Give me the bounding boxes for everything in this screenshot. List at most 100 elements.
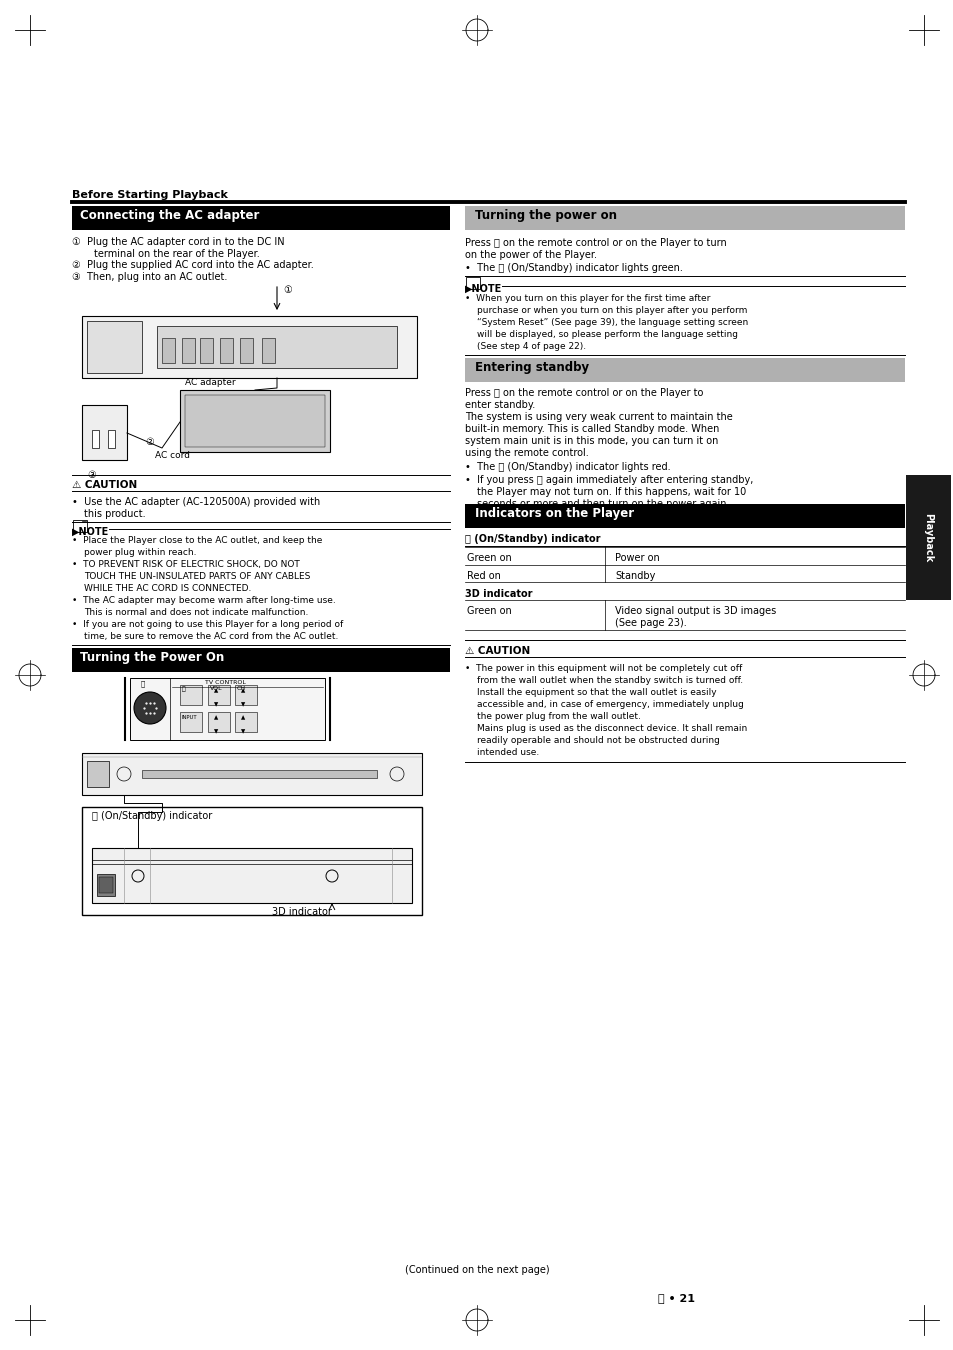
- Text: Ⓖ • 21: Ⓖ • 21: [658, 1293, 695, 1303]
- Text: AC adapter: AC adapter: [185, 378, 235, 387]
- Text: 3D indicator: 3D indicator: [464, 589, 532, 599]
- Text: readily operable and should not be obstructed during: readily operable and should not be obstr…: [476, 736, 720, 745]
- Text: ▼: ▼: [213, 702, 218, 707]
- Text: from the wall outlet when the standby switch is turned off.: from the wall outlet when the standby sw…: [476, 676, 742, 684]
- Text: WHILE THE AC CORD IS CONNECTED.: WHILE THE AC CORD IS CONNECTED.: [84, 585, 251, 593]
- Text: on the power of the Player.: on the power of the Player.: [464, 250, 597, 261]
- Text: “System Reset” (See page 39), the language setting screen: “System Reset” (See page 39), the langua…: [476, 319, 747, 327]
- Bar: [87, 321, 142, 373]
- Text: ⏽ (On/Standby) indicator: ⏽ (On/Standby) indicator: [91, 811, 212, 821]
- Text: ②  Plug the supplied AC cord into the AC adapter.: ② Plug the supplied AC cord into the AC …: [71, 261, 314, 270]
- Text: ▶NOTE: ▶NOTE: [71, 526, 110, 537]
- Text: •  The power in this equipment will not be completely cut off: • The power in this equipment will not b…: [464, 664, 741, 674]
- Bar: [464, 207, 904, 230]
- Text: •  Use the AC adapter (AC-120500A) provided with: • Use the AC adapter (AC-120500A) provid…: [71, 497, 320, 508]
- Text: Before Starting Playback: Before Starting Playback: [71, 190, 228, 200]
- Text: ②: ②: [145, 437, 153, 447]
- Text: ▲: ▲: [213, 716, 218, 720]
- Text: Standby: Standby: [615, 571, 655, 580]
- Text: Entering standby: Entering standby: [475, 360, 589, 374]
- Text: •  Place the Player close to the AC outlet, and keep the: • Place the Player close to the AC outle…: [71, 536, 322, 545]
- Text: TV CONTROL: TV CONTROL: [205, 680, 246, 684]
- Text: Green on: Green on: [467, 554, 511, 563]
- Text: 3D indicator: 3D indicator: [272, 907, 332, 917]
- Text: Turning the power on: Turning the power on: [475, 209, 617, 221]
- Text: •  TO PREVENT RISK OF ELECTRIC SHOCK, DO NOT: • TO PREVENT RISK OF ELECTRIC SHOCK, DO …: [71, 560, 299, 568]
- Text: ⏽ (On/Standby) indicator: ⏽ (On/Standby) indicator: [464, 535, 599, 544]
- Bar: [262, 338, 274, 363]
- Text: AC cord: AC cord: [154, 451, 190, 460]
- Text: (Continued on the next page): (Continued on the next page): [404, 1265, 549, 1274]
- Text: Press ⏽ on the remote control or on the Player to: Press ⏽ on the remote control or on the …: [464, 387, 702, 398]
- Text: ▼: ▼: [241, 702, 245, 707]
- Text: ▶NOTE: ▶NOTE: [464, 284, 501, 294]
- Bar: [208, 684, 230, 705]
- Text: ▲: ▲: [213, 688, 218, 693]
- Text: Connecting the AC adapter: Connecting the AC adapter: [80, 209, 259, 221]
- Bar: [108, 431, 115, 448]
- Bar: [82, 316, 416, 378]
- Text: •  If you are not going to use this Player for a long period of: • If you are not going to use this Playe…: [71, 620, 343, 629]
- Text: (See page 23).: (See page 23).: [615, 618, 686, 628]
- Bar: [234, 711, 256, 732]
- Bar: [87, 761, 109, 787]
- Bar: [185, 396, 325, 447]
- Bar: [208, 711, 230, 732]
- Text: Install the equipment so that the wall outlet is easily: Install the equipment so that the wall o…: [476, 688, 716, 697]
- Text: ③  Then, plug into an AC outlet.: ③ Then, plug into an AC outlet.: [71, 271, 227, 282]
- Bar: [464, 358, 904, 382]
- Bar: [200, 338, 213, 363]
- Text: ⏽: ⏽: [141, 680, 145, 687]
- Text: •  The ⏽ (On/Standby) indicator lights green.: • The ⏽ (On/Standby) indicator lights gr…: [464, 263, 682, 273]
- Text: Playback: Playback: [923, 513, 933, 562]
- Text: intended use.: intended use.: [476, 748, 538, 757]
- Bar: [465, 277, 479, 289]
- Bar: [240, 338, 253, 363]
- Text: Press ⏽ on the remote control or on the Player to turn: Press ⏽ on the remote control or on the …: [464, 238, 726, 248]
- Text: seconds or more and then turn on the power again.: seconds or more and then turn on the pow…: [476, 500, 729, 509]
- Text: VOL: VOL: [210, 686, 222, 691]
- Text: time, be sure to remove the AC cord from the AC outlet.: time, be sure to remove the AC cord from…: [84, 632, 338, 641]
- Text: the Player may not turn on. If this happens, wait for 10: the Player may not turn on. If this happ…: [476, 487, 745, 497]
- Circle shape: [133, 693, 166, 724]
- Text: built-in memory. This is called Standby mode. When: built-in memory. This is called Standby …: [464, 424, 719, 433]
- Bar: [82, 807, 421, 915]
- Bar: [91, 848, 412, 903]
- Bar: [234, 684, 256, 705]
- Text: •  When you turn on this player for the first time after: • When you turn on this player for the f…: [464, 294, 710, 302]
- Text: accessible and, in case of emergency, immediately unplug: accessible and, in case of emergency, im…: [476, 701, 743, 709]
- Text: •  The ⏽ (On/Standby) indicator lights red.: • The ⏽ (On/Standby) indicator lights re…: [464, 462, 670, 472]
- Bar: [464, 548, 904, 578]
- Bar: [82, 753, 421, 795]
- Bar: [180, 684, 202, 705]
- Text: using the remote control.: using the remote control.: [464, 448, 588, 458]
- Text: Power on: Power on: [615, 554, 659, 563]
- Bar: [71, 648, 450, 672]
- Bar: [97, 873, 115, 896]
- Bar: [99, 878, 112, 892]
- Text: system main unit is in this mode, you can turn it on: system main unit is in this mode, you ca…: [464, 436, 718, 446]
- Bar: [162, 338, 174, 363]
- Text: Turning the Power On: Turning the Power On: [80, 651, 224, 664]
- Bar: [71, 207, 450, 230]
- Text: Red on: Red on: [467, 571, 500, 580]
- Text: ①: ①: [283, 285, 292, 296]
- Text: ▲: ▲: [241, 688, 245, 693]
- Bar: [220, 338, 233, 363]
- Bar: [157, 325, 396, 369]
- Text: ⚠ CAUTION: ⚠ CAUTION: [464, 647, 530, 656]
- Bar: [91, 431, 99, 448]
- Text: ⚠ CAUTION: ⚠ CAUTION: [71, 481, 137, 490]
- Bar: [464, 504, 904, 528]
- Text: Green on: Green on: [467, 606, 511, 616]
- Bar: [82, 405, 127, 460]
- Text: (See step 4 of page 22).: (See step 4 of page 22).: [476, 342, 585, 351]
- Text: will be displayed, so please perform the language setting: will be displayed, so please perform the…: [476, 329, 738, 339]
- Bar: [180, 390, 330, 452]
- Text: TOUCH THE UN-INSULATED PARTS OF ANY CABLES: TOUCH THE UN-INSULATED PARTS OF ANY CABL…: [84, 572, 310, 580]
- Text: enter standby.: enter standby.: [464, 400, 535, 410]
- Text: This is normal and does not indicate malfunction.: This is normal and does not indicate mal…: [84, 608, 308, 617]
- Text: INPUT: INPUT: [181, 716, 196, 720]
- Text: the power plug from the wall outlet.: the power plug from the wall outlet.: [476, 711, 640, 721]
- Text: this product.: this product.: [84, 509, 146, 518]
